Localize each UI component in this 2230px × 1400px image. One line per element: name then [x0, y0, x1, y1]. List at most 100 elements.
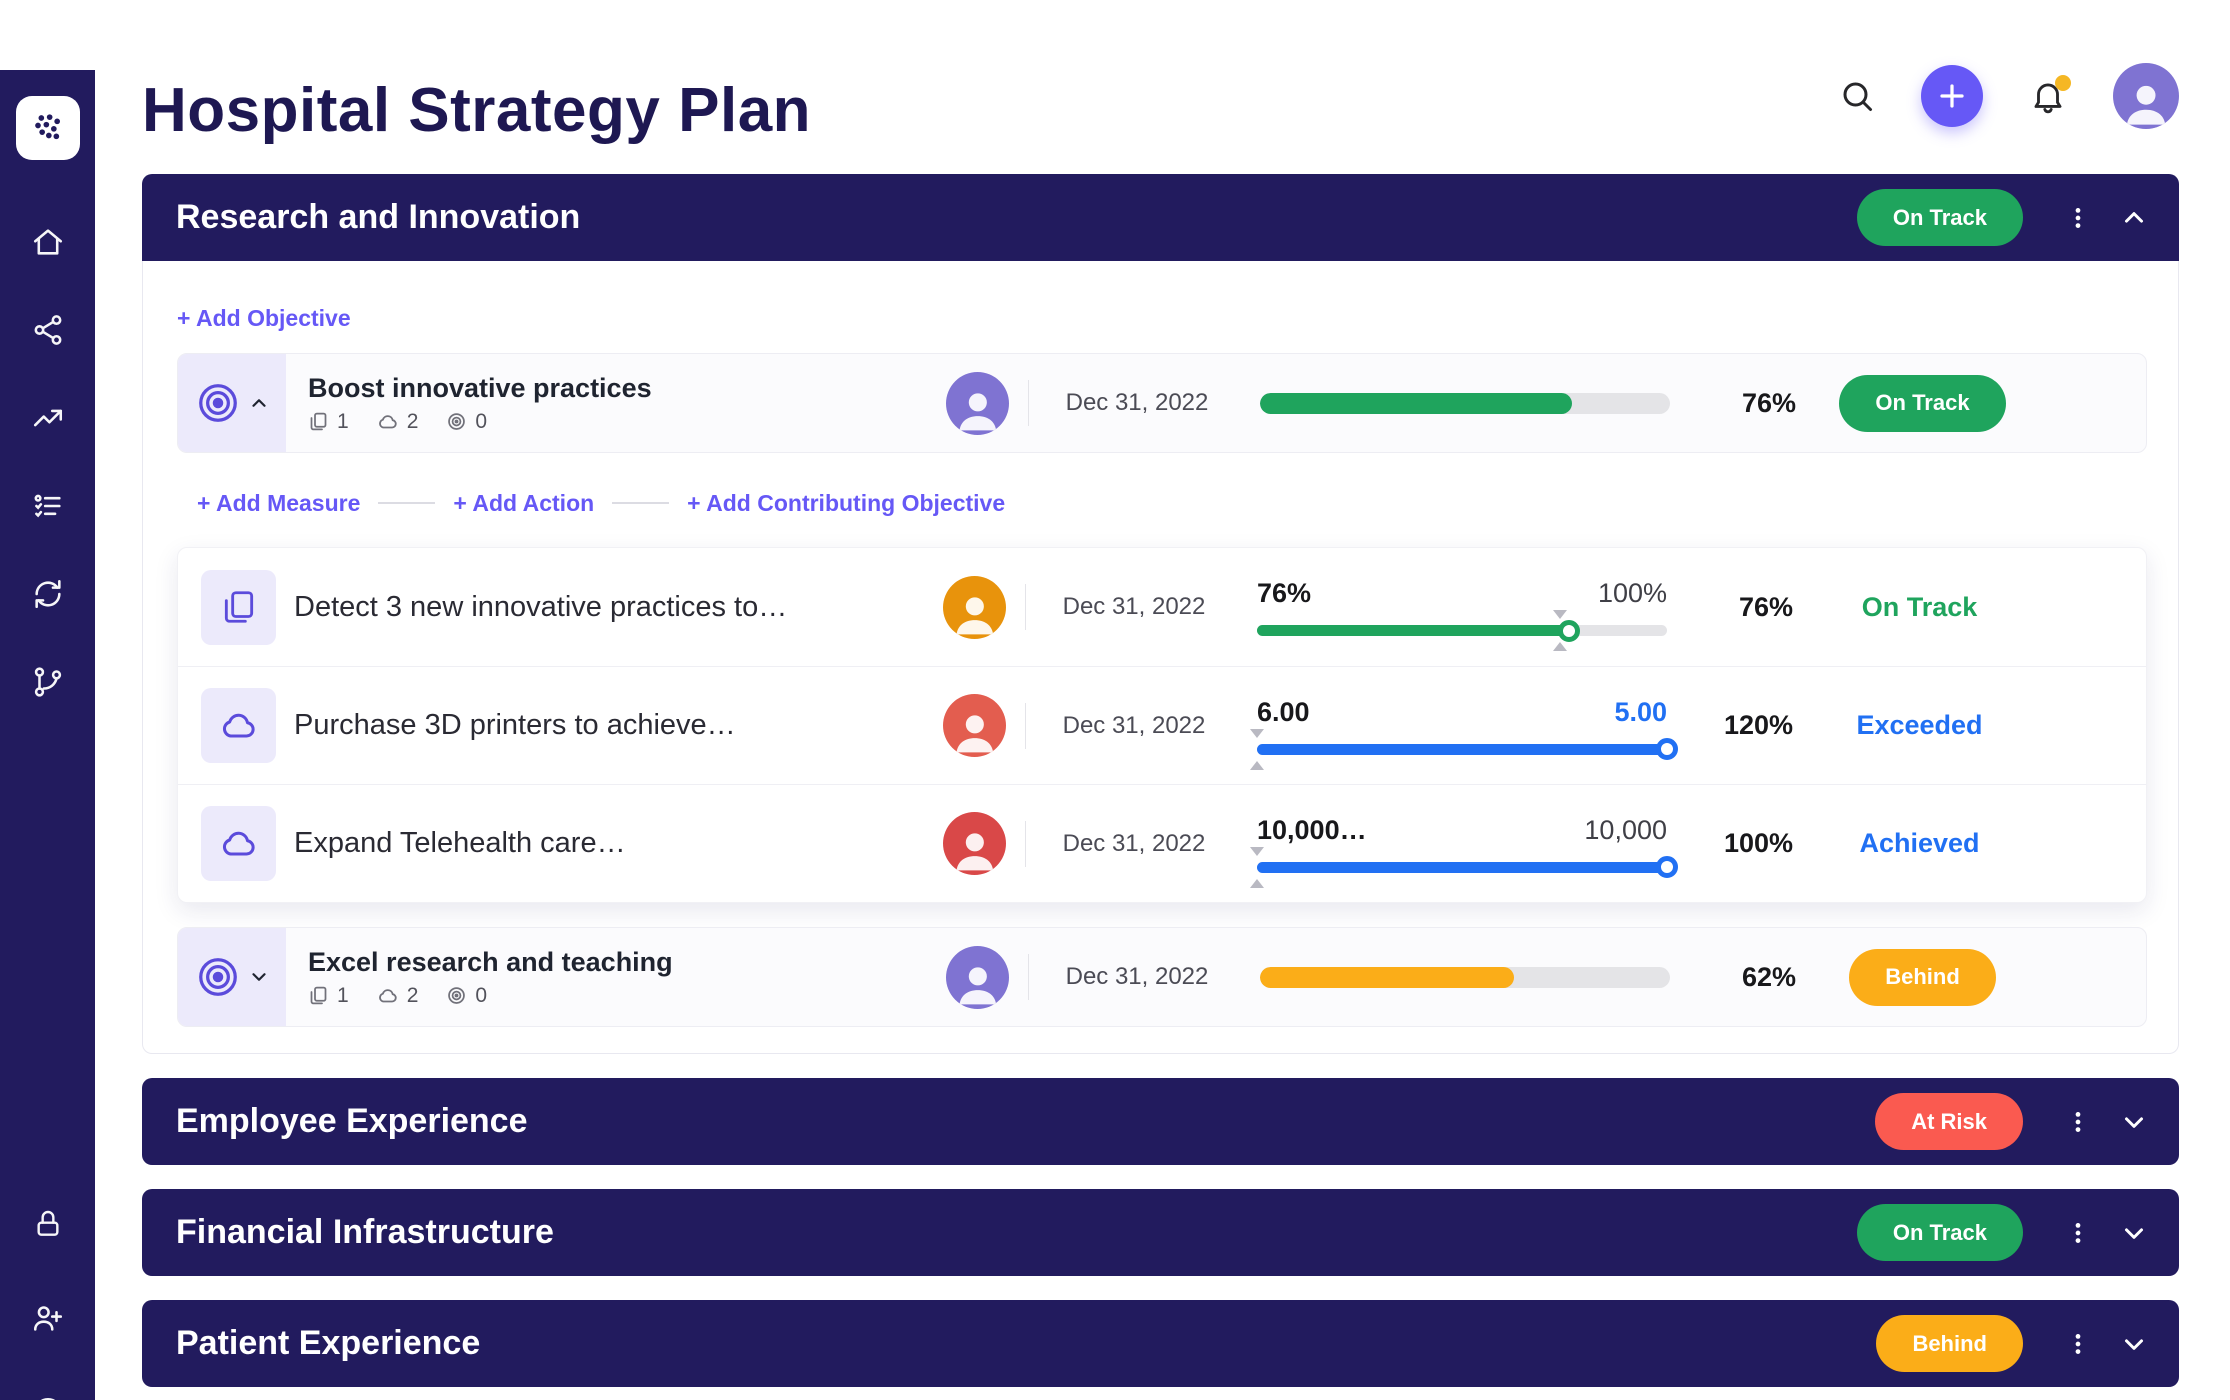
- cloud-icon: [201, 806, 276, 881]
- status-badge[interactable]: On Track: [1856, 1204, 2023, 1261]
- add-contributing-objective-button[interactable]: + Add Contributing Objective: [687, 489, 1006, 516]
- sidebar-item-help[interactable]: [30, 1394, 66, 1400]
- target-marker: [1553, 642, 1568, 651]
- section-header[interactable]: Financial Infrastructure On Track: [142, 1189, 2179, 1276]
- section-header[interactable]: Research and Innovation On Track: [142, 174, 2179, 261]
- kebab-menu-icon[interactable]: [2065, 1109, 2091, 1135]
- measure-title[interactable]: Expand Telehealth care…: [294, 827, 626, 859]
- objective-title[interactable]: Excel research and teaching: [308, 946, 673, 977]
- status-badge[interactable]: At Risk: [1875, 1093, 2023, 1150]
- dash-divider: [378, 502, 436, 504]
- status-badge[interactable]: Behind: [1876, 1315, 2023, 1372]
- owner-avatar[interactable]: [943, 812, 1006, 875]
- progress-bar: [1260, 392, 1670, 414]
- owner-avatar[interactable]: [946, 945, 1009, 1009]
- current-value: 10,000…: [1257, 814, 1367, 845]
- sidebar-item-git-branch[interactable]: [30, 664, 66, 700]
- status-badge[interactable]: On Track: [1856, 189, 2023, 246]
- section-header[interactable]: Patient Experience Behind: [142, 1300, 2179, 1387]
- sidebar-item-invite-user[interactable]: [30, 1300, 66, 1336]
- app-root: Hospital Strategy Plan Resea: [0, 63, 2230, 1400]
- slider-track[interactable]: [1250, 728, 1678, 770]
- section-patient-experience: Patient Experience Behind: [142, 1300, 2179, 1387]
- current-value: 76%: [1257, 578, 1312, 608]
- owner-avatar[interactable]: [943, 694, 1006, 757]
- slider-track[interactable]: [1257, 610, 1667, 651]
- slider-handle[interactable]: [1656, 856, 1678, 878]
- sidebar-item-home[interactable]: [30, 224, 66, 260]
- objective-expand-toggle[interactable]: [178, 354, 286, 452]
- add-button[interactable]: [1921, 65, 1983, 127]
- search-icon[interactable]: [1839, 78, 1875, 114]
- kebab-menu-icon[interactable]: [2065, 205, 2091, 231]
- start-marker: [1250, 878, 1264, 888]
- target-value: 100%: [1597, 578, 1667, 608]
- kebab-menu-icon[interactable]: [2065, 1220, 2091, 1246]
- section-employee-experience: Employee Experience At Risk: [142, 1078, 2179, 1165]
- status-badge[interactable]: Behind: [1849, 948, 1996, 1006]
- sidebar-item-sync[interactable]: [30, 576, 66, 612]
- objective-row[interactable]: Excel research and teaching 1 2: [177, 927, 2147, 1027]
- sidebar-nav-top: [30, 224, 66, 700]
- section-header[interactable]: Employee Experience At Risk: [142, 1078, 2179, 1165]
- measure-title[interactable]: Detect 3 new innovative practices to…: [294, 590, 788, 623]
- user-avatar[interactable]: [2113, 63, 2179, 129]
- pages-icon: [310, 986, 327, 1005]
- due-date: Dec 31, 2022: [1062, 593, 1206, 620]
- contributing-objective-count: 0: [446, 984, 487, 1008]
- slider-track[interactable]: [1250, 846, 1678, 888]
- slider-handle[interactable]: [1557, 619, 1580, 642]
- add-measure-button[interactable]: + Add Measure: [197, 489, 361, 516]
- sidebar: [0, 70, 95, 1400]
- cloud-icon: [378, 414, 397, 428]
- dash-divider: [612, 502, 670, 504]
- sidebar-item-org-chart[interactable]: [30, 312, 66, 348]
- objective-expand-toggle[interactable]: [178, 928, 286, 1026]
- app-logo-icon[interactable]: [15, 96, 80, 160]
- add-objective-button[interactable]: + Add Objective: [177, 304, 351, 331]
- page-title: Hospital Strategy Plan: [142, 75, 812, 145]
- notifications-icon[interactable]: [2029, 75, 2071, 115]
- start-marker: [1250, 728, 1264, 738]
- objective-title[interactable]: Boost innovative practices: [308, 372, 652, 403]
- divider: [1025, 584, 1026, 630]
- measure-slider: 6.00 5.00: [1250, 696, 1678, 770]
- section-title: Employee Experience: [176, 1102, 528, 1140]
- add-objective-row: + Add Objective: [177, 297, 2147, 339]
- add-action-button[interactable]: + Add Action: [453, 489, 595, 516]
- sidebar-item-lock[interactable]: [30, 1206, 66, 1242]
- measure-title[interactable]: Purchase 3D printers to achieve…: [294, 709, 736, 741]
- chevron-down-icon[interactable]: [2119, 1107, 2149, 1137]
- topbar-actions: [1839, 63, 2179, 129]
- measure-count: 1: [308, 410, 349, 434]
- divider: [1025, 702, 1026, 749]
- owner-avatar[interactable]: [946, 371, 1009, 435]
- target-marker: [1553, 610, 1568, 619]
- sidebar-item-goals[interactable]: [30, 488, 66, 524]
- measure-row[interactable]: Expand Telehealth care… Dec 31, 2022 10,…: [178, 784, 2146, 902]
- measure-row[interactable]: Purchase 3D printers to achieve… Dec 31,…: [178, 666, 2146, 784]
- current-value: 6.00: [1257, 696, 1310, 727]
- objective-row[interactable]: Boost innovative practices 1 2: [177, 353, 2147, 453]
- section-research-and-innovation: Research and Innovation On Track + Add O…: [142, 174, 2179, 1054]
- owner-avatar[interactable]: [943, 575, 1006, 639]
- chevron-up-icon[interactable]: [2119, 203, 2149, 233]
- objective-counts: 1 2 0: [308, 984, 946, 1008]
- kebab-menu-icon[interactable]: [2065, 1331, 2091, 1357]
- chevron-down-icon[interactable]: [2119, 1329, 2149, 1359]
- target-icon: [448, 987, 466, 1004]
- sidebar-item-trending-up[interactable]: [30, 400, 66, 436]
- measure-slider: 76% 100%: [1257, 578, 1667, 651]
- status-text: Exceeded: [1856, 710, 1983, 740]
- progress-bar: [1260, 966, 1670, 988]
- action-count: 2: [377, 984, 418, 1008]
- add-links-row: + Add Measure + Add Action + Add Contrib…: [197, 487, 2147, 519]
- progress-percent: 120%: [1723, 710, 1793, 740]
- measure-slider: 10,000… 10,000: [1250, 814, 1678, 888]
- measure-row[interactable]: Detect 3 new innovative practices to… De…: [178, 548, 2146, 666]
- chevron-down-icon[interactable]: [2119, 1218, 2149, 1248]
- status-badge[interactable]: On Track: [1839, 374, 2006, 432]
- slider-handle[interactable]: [1656, 738, 1678, 760]
- objective-title-block: Excel research and teaching 1 2: [286, 947, 946, 1008]
- start-marker: [1250, 846, 1264, 856]
